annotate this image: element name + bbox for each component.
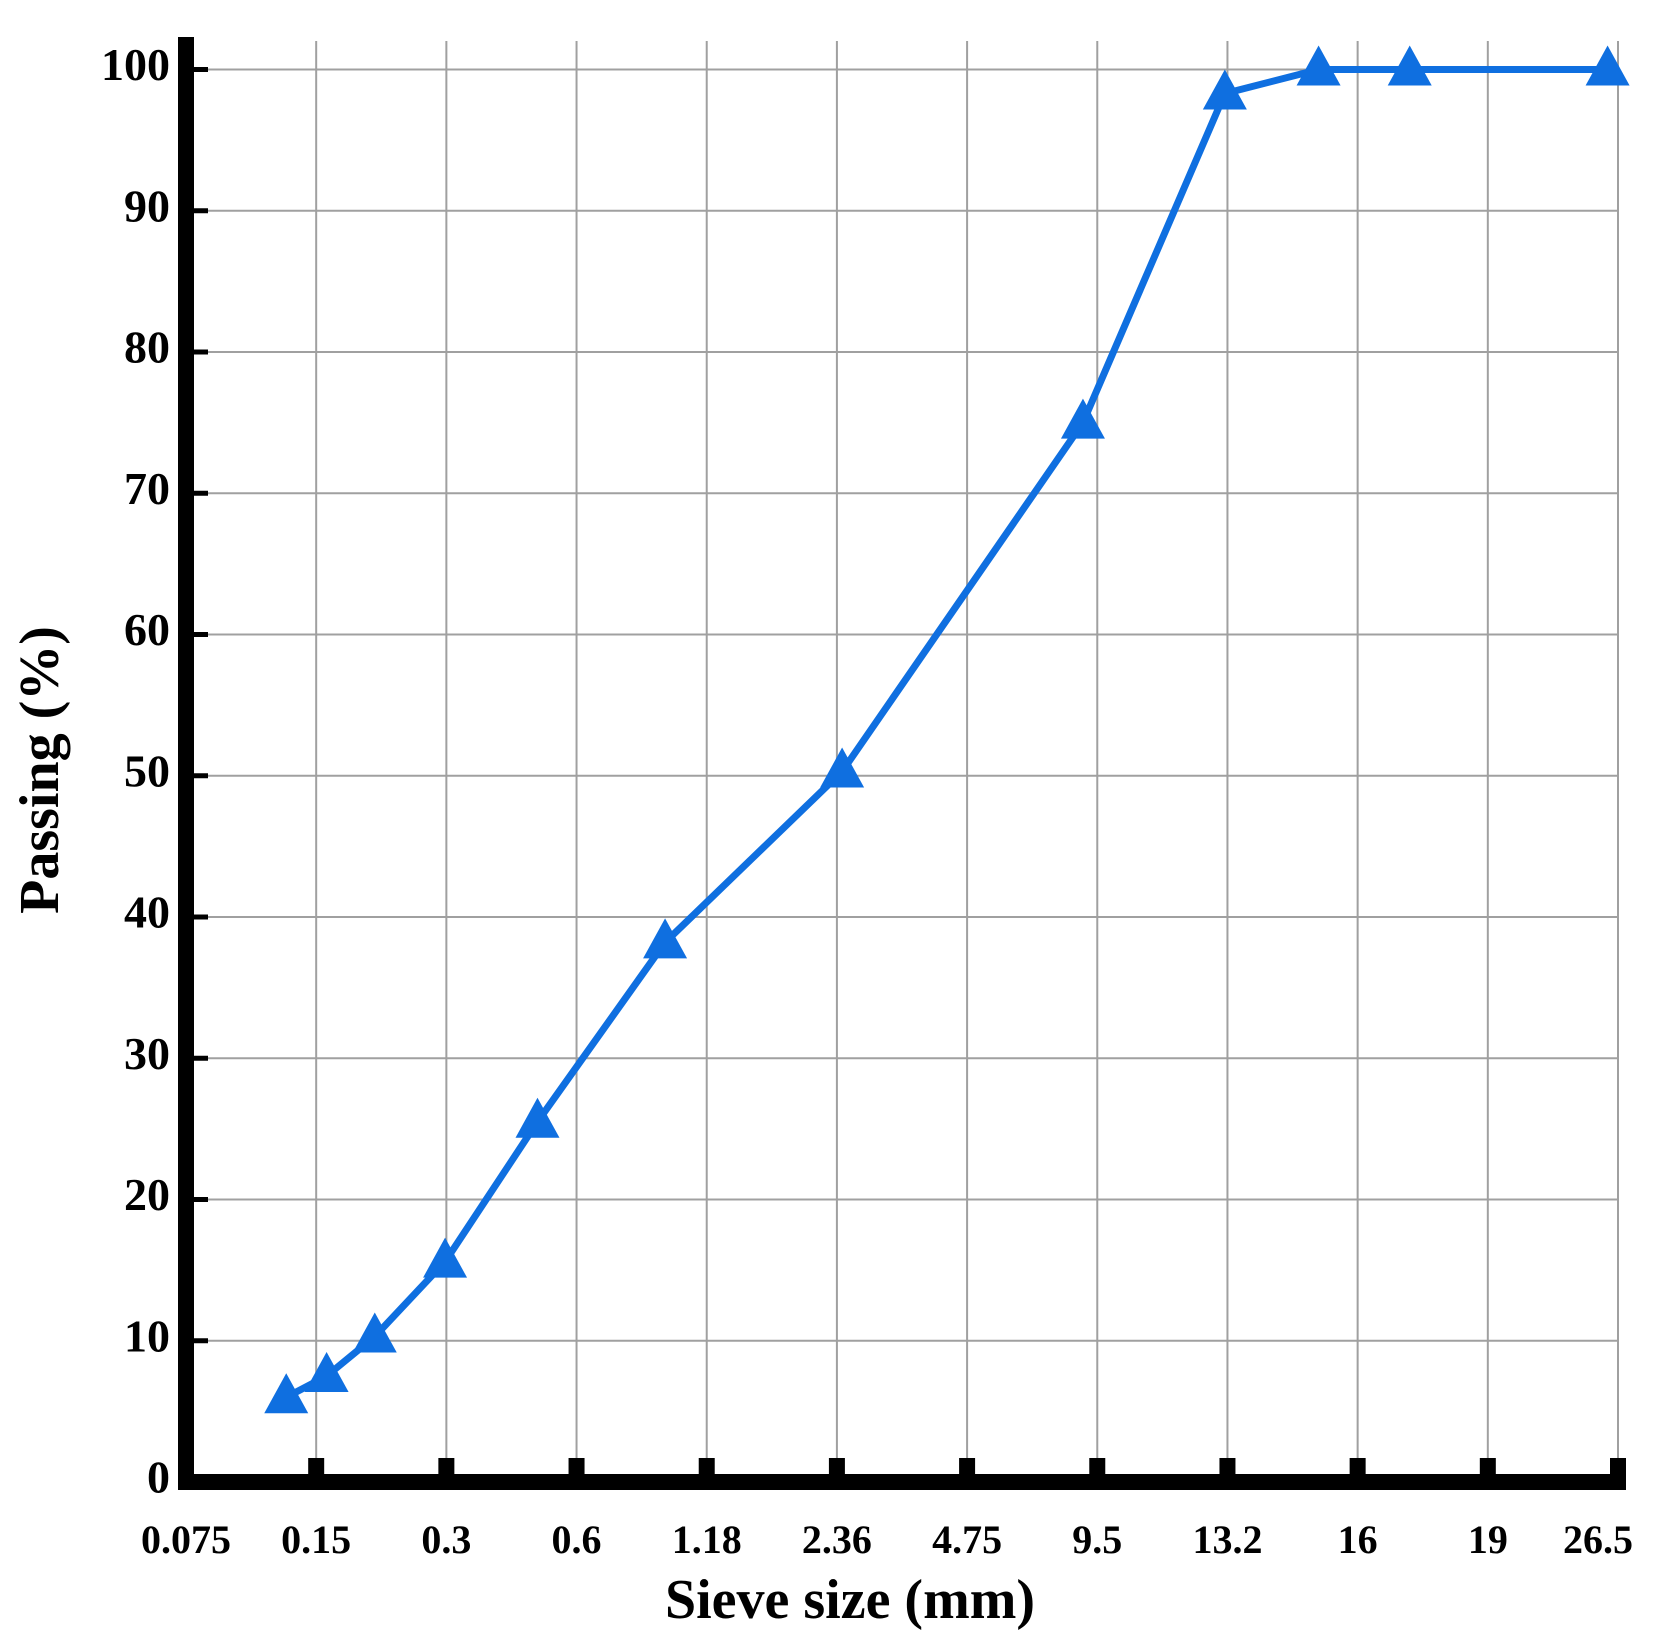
x-tick-label: 16 [1338,1517,1378,1562]
x-tick-label: 19 [1468,1517,1508,1562]
data-point [643,918,688,959]
x-tick [1479,1458,1496,1482]
data-point [1202,69,1247,110]
data-point [820,747,865,788]
x-tick-label: 9.5 [1072,1517,1122,1562]
data-point [1387,45,1432,86]
data-point [352,1312,397,1353]
x-tick-label: 0.3 [421,1517,471,1562]
data-point [264,1373,309,1414]
x-tick [438,1458,455,1482]
y-tick-label: 90 [124,180,170,231]
x-tick-label: 0.15 [281,1517,351,1562]
x-tick-label: 26.5 [1563,1517,1633,1562]
x-tick [308,1458,325,1482]
x-tick [828,1458,845,1482]
data-line [284,65,1608,1401]
x-tick [178,1458,194,1482]
y-tick-label: 10 [124,1310,170,1361]
x-tick-label: 2.36 [802,1517,872,1562]
x-tick [1349,1458,1366,1482]
y-tick-label: 40 [124,887,170,938]
x-tick-label: 0.075 [141,1517,231,1562]
y-axis-label: Passing (%) [9,626,71,914]
x-axis-label: Sieve size (mm) [665,1569,1035,1631]
y-tick-label: 50 [124,745,170,796]
x-tick [1610,1458,1626,1482]
y-tick-label: 100 [101,39,170,90]
data-point [515,1097,560,1138]
y-tick-label: 20 [124,1169,170,1220]
x-tick-label: 4.75 [932,1517,1002,1562]
y-tick-label: 30 [124,1028,170,1079]
x-tick [698,1458,715,1482]
data-point [1296,45,1341,86]
x-tick-label: 13.2 [1192,1517,1262,1562]
data-point [1585,45,1630,86]
x-tick-label: 0.6 [552,1517,602,1562]
x-tick [1219,1458,1236,1482]
data-point [304,1352,349,1393]
data-point [1060,398,1105,439]
y-tick-label: 60 [124,604,170,655]
x-tick-label: 1.18 [672,1517,742,1562]
data-point [423,1237,468,1278]
y-tick-label: 70 [124,463,170,514]
x-tick [959,1458,976,1482]
y-tick-label: 0 [147,1452,170,1503]
y-tick-label: 80 [124,322,170,373]
x-tick [568,1458,585,1482]
x-tick [1089,1458,1106,1482]
